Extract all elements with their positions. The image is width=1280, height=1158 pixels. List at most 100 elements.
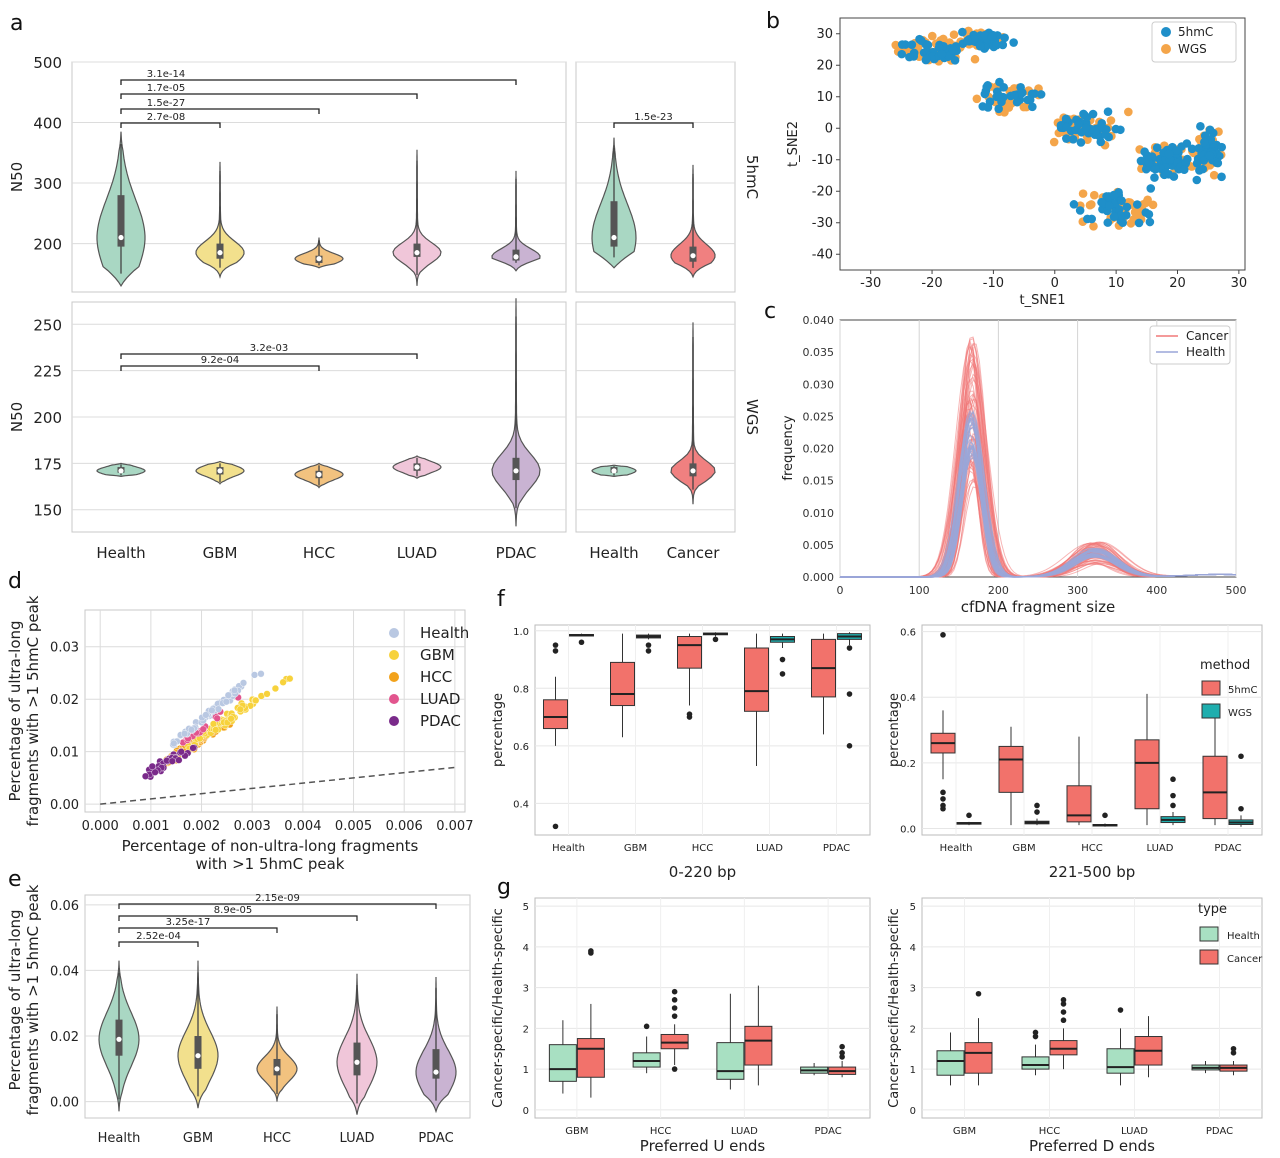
d-ytick: 0.00 [50,798,79,813]
d-point-GBM [279,678,287,686]
d-point-LUAD [213,714,221,722]
b-xtick: -10 [983,276,1004,291]
b-point-5hmC [1103,107,1113,116]
a-xtick-GBM: GBM [203,544,238,562]
a-pvalue-bracket [120,108,320,114]
b-point-5hmC [1187,144,1197,154]
b-point-5hmC [907,40,917,49]
d-legend-label-GBM: GBM [420,646,455,664]
e-ylabel2: fragments with >1 5hmC peak [24,884,42,1115]
c-ytick: 0.010 [803,507,835,520]
g-xlabel-0: Preferred U ends [640,1137,766,1155]
e-pvalue-label: 2.15e-09 [255,893,300,904]
f-5hmC-LUAD-box [744,647,769,712]
f-ytick: 0.4 [900,693,916,704]
f-xtick-PDAC: PDAC [1214,843,1241,854]
b-point-5hmC [897,40,907,49]
b-point-WGS [972,94,982,104]
b-point-5hmC [1102,125,1111,134]
e-pvalue-label: 3.25e-17 [166,917,211,928]
g-Health-LUAD-outlier [1117,1007,1124,1013]
a-ytick: 225 [33,363,62,381]
b-point-5hmC [998,40,1008,50]
b-point-5hmC [1074,120,1083,129]
b-point-5hmC [1010,90,1019,100]
c-ytick: 0.035 [803,346,835,359]
a-ytick: 300 [33,175,62,193]
g-ytick: 1 [523,1065,529,1076]
f-legend-marker-WGS [1201,703,1221,719]
a-pvalue-label: 3.1e-14 [147,69,185,80]
b-ytick: -10 [812,153,833,168]
d-point-Health [170,739,178,747]
d-point-Health [224,691,232,699]
g-xtick-LUAD: LUAD [731,1126,758,1137]
f-legend-label-5hmC: 5hmC [1228,685,1257,696]
f-5hmC-Health-outlier [940,789,946,796]
panel-label-f: f [497,587,506,612]
c-xtick: 100 [909,584,930,597]
b-point-5hmC [1132,200,1142,209]
f-5hmC-Health-box [543,699,568,730]
d-point-GBM [271,684,280,693]
g-ytick: 2 [523,1024,529,1035]
e-Health-median [116,1036,122,1042]
b-point-WGS [1089,222,1098,231]
d-point-Health [208,706,216,714]
f-WGS-PDAC-outlier [846,645,853,651]
g-Health-LUAD-box [1106,1048,1135,1074]
g-Cancer-HCC-outlier [1060,1001,1067,1007]
a-pvalue-bracket [120,365,320,371]
g-xtick-PDAC: PDAC [1206,1126,1233,1137]
b-point-5hmC [922,54,931,64]
b-point-WGS [1124,107,1133,117]
d-legend-label-Health: Health [420,624,469,642]
b-point-5hmC [1096,137,1106,147]
e-ylabel: Percentage of ultra-long [6,909,24,1090]
a-pvalue-label: 2.7e-08 [147,112,185,123]
g-Health-HCC-outlier [643,1023,650,1030]
d-ytick: 0.03 [50,641,79,656]
g-ytick: 0 [523,1106,529,1117]
b-point-5hmC [1161,168,1170,177]
g-legend-marker-Health [1199,926,1219,942]
b-point-5hmC [975,41,985,51]
b-legend-marker-5hmC [1161,27,1171,37]
b-point-WGS [1141,198,1151,208]
b-ytick: -20 [812,184,833,199]
g-Cancer-HCC-outlier [671,997,678,1003]
d-xtick: 0.000 [82,819,119,834]
f-WGS-PDAC-outlier [1238,753,1244,760]
b-point-5hmC [937,49,947,59]
g-Cancer-HCC-outlier [671,1005,678,1011]
b-point-WGS [1106,116,1116,125]
d-xtick: 0.005 [335,819,372,834]
b-point-WGS [1049,137,1059,147]
b-point-5hmC [950,56,960,65]
f-WGS-HCC-outlier [1102,812,1108,819]
b-ytick: 10 [816,90,833,105]
g-ytick: 4 [910,943,916,954]
b-xtick: 10 [1108,276,1125,291]
a-pvalue-label: 3.2e-03 [250,343,288,354]
f-ytick: 0.6 [513,742,529,753]
d-xtick: 0.001 [132,819,169,834]
b-legend-label-5hmC: 5hmC [1178,25,1213,39]
e-GBM-median [195,1053,201,1059]
d-point-PDAC [151,768,159,776]
g-xtick-HCC: HCC [650,1126,672,1137]
d-xlabel2: with >1 5hmC peak [195,855,344,873]
c-xtick: 300 [1067,584,1088,597]
b-point-5hmC [1000,33,1009,43]
f-5hmC-Health-outlier [940,805,946,812]
f-panel-title-1: 221-500 bp [1049,863,1135,881]
g-ytick: 1 [910,1065,916,1076]
f-5hmC-Health-outlier [552,648,559,654]
d-legend-marker-PDAC [389,716,399,726]
d-point-LUAD [199,725,207,733]
a-xtick-Health: Health [96,544,145,562]
b-point-5hmC [1182,139,1192,148]
a-WGS-PDAC-median [513,468,519,474]
f-xtick-LUAD: LUAD [1147,843,1174,854]
d-xtick: 0.002 [183,819,220,834]
